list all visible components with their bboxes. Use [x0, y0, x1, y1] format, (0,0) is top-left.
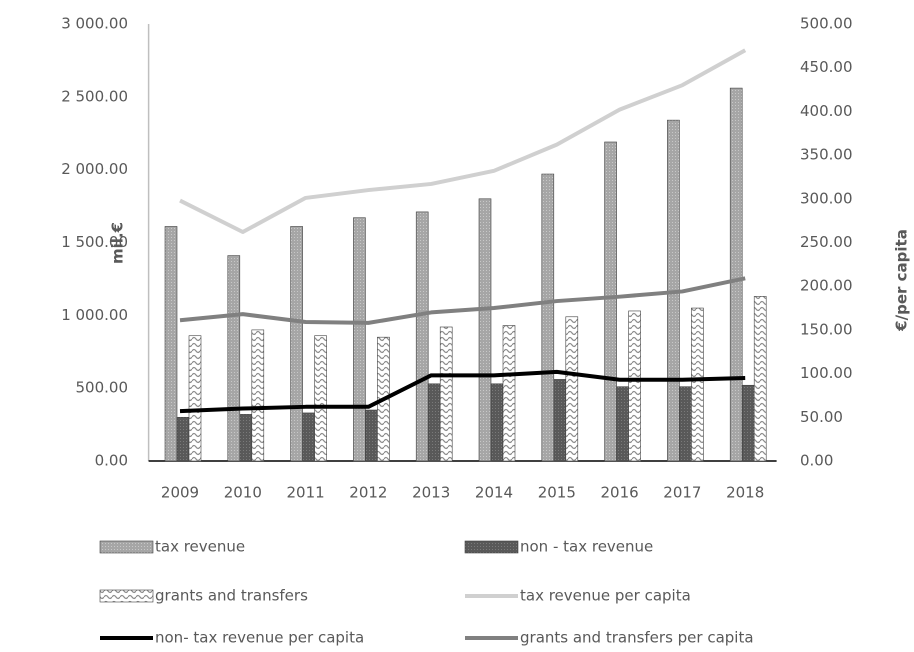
y2-tick-label: 400.00 [800, 102, 853, 120]
x-tick-label: 2018 [726, 484, 764, 502]
bar [565, 316, 579, 462]
y2-tick-label: 300.00 [800, 189, 853, 207]
x-tick-label: 2016 [601, 484, 639, 502]
bar [415, 211, 429, 462]
x-tick-label: 2013 [412, 484, 450, 502]
bar [541, 173, 555, 462]
legend-swatch [99, 540, 154, 554]
bar [616, 386, 629, 462]
y-axis-title: mil.€ [109, 222, 127, 264]
bar [365, 409, 378, 462]
legend-label: tax revenue [155, 538, 245, 556]
x-tick-label: 2010 [224, 484, 262, 502]
x-tick-label: 2015 [538, 484, 576, 502]
y2-axis-title: €/per capita [893, 229, 911, 332]
bar [302, 412, 315, 462]
bar [478, 198, 492, 462]
bar [679, 386, 692, 462]
y-tick-label: 2 000.00 [61, 160, 128, 178]
bar [439, 326, 453, 462]
bar [239, 414, 253, 462]
x-tick-label: 2011 [287, 484, 325, 502]
bar [290, 226, 303, 462]
y2-tick-label: 350.00 [800, 146, 853, 164]
bar [741, 384, 755, 462]
bar [490, 383, 504, 462]
y-tick-label: 1 000.00 [61, 306, 128, 324]
bar [164, 226, 178, 462]
y-tick-label: 2 500.00 [61, 87, 128, 105]
y2-tick-label: 0.00 [800, 452, 833, 470]
legend-label: non- tax revenue per capita [155, 629, 364, 647]
y-tick-label: 3 000.00 [61, 15, 128, 33]
legend-label: tax revenue per capita [520, 587, 691, 605]
y-tick-label: 0.00 [95, 452, 128, 470]
x-tick-label: 2012 [349, 484, 387, 502]
y2-tick-label: 50.00 [800, 408, 843, 426]
bar [251, 329, 265, 462]
legend-swatch [464, 540, 519, 554]
bar [427, 383, 441, 462]
legend-swatch [99, 589, 154, 603]
bar [604, 141, 617, 462]
bar [353, 217, 366, 462]
y-tick-label: 1 500.00 [61, 233, 128, 251]
y2-tick-label: 500.00 [800, 15, 853, 33]
y2-tick-label: 450.00 [800, 58, 853, 76]
bar [176, 416, 190, 462]
legend-label: grants and transfers [155, 587, 308, 605]
bar [227, 255, 241, 462]
bar [314, 335, 327, 462]
x-tick-label: 2017 [663, 484, 701, 502]
y2-tick-label: 250.00 [800, 233, 853, 251]
bar [553, 379, 567, 462]
y-tick-label: 500.00 [76, 379, 129, 397]
legend-label: non - tax revenue [520, 538, 653, 556]
bar [691, 307, 704, 462]
y2-tick-label: 100.00 [800, 364, 853, 382]
line [179, 276, 746, 325]
bar [628, 310, 641, 462]
bar [188, 335, 202, 462]
legend-label: grants and transfers per capita [520, 629, 754, 647]
bar [753, 296, 767, 462]
x-tick-label: 2009 [161, 484, 199, 502]
x-tick-label: 2014 [475, 484, 513, 502]
bar [729, 87, 743, 462]
y2-tick-label: 200.00 [800, 277, 853, 295]
line [179, 369, 746, 414]
line [179, 48, 747, 235]
y2-tick-label: 150.00 [800, 320, 853, 338]
bar [502, 325, 516, 462]
